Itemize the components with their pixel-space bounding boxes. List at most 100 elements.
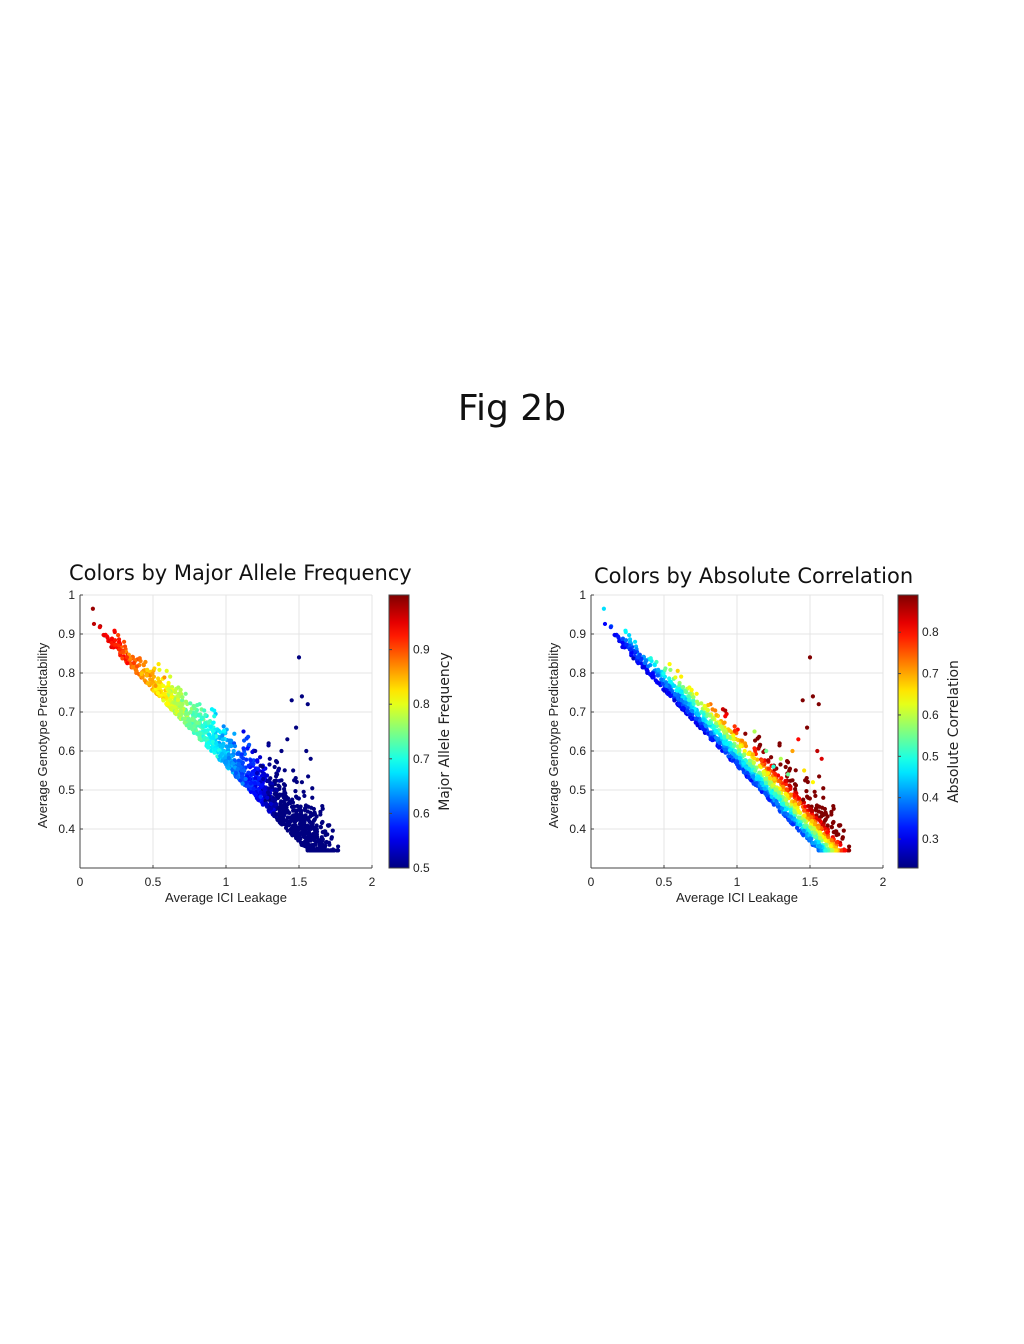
scatter-point xyxy=(295,812,300,817)
scatter-point xyxy=(306,817,311,823)
scatter-point xyxy=(190,717,195,723)
scatter-point xyxy=(302,808,308,813)
scatter-point xyxy=(752,756,757,761)
scatter-point xyxy=(137,656,142,661)
scatter-point xyxy=(282,802,287,807)
scatter-point xyxy=(256,776,262,781)
scatter-point xyxy=(667,661,672,667)
scatter-point xyxy=(787,768,792,773)
scatter-point xyxy=(177,712,182,717)
scatter-point xyxy=(778,762,783,767)
scatter-point xyxy=(291,824,297,829)
scatter-point xyxy=(282,768,287,773)
scatter-point xyxy=(323,840,328,845)
scatter-point xyxy=(813,793,818,798)
scatter-point xyxy=(304,748,309,754)
scatter-point xyxy=(308,848,313,853)
scatter-point xyxy=(636,661,641,666)
scatter-point xyxy=(783,764,788,770)
scatter-point xyxy=(706,720,711,725)
scatter-point xyxy=(757,763,762,768)
scatter-points xyxy=(601,606,852,853)
scatter-point xyxy=(241,738,247,743)
scatter-point xyxy=(235,774,240,780)
scatter-point xyxy=(212,747,217,752)
scatter-point xyxy=(285,737,290,742)
scatter-point xyxy=(771,776,777,782)
scatter-point xyxy=(184,711,189,716)
scatter-point xyxy=(265,795,270,800)
scatter-point xyxy=(195,720,200,725)
colorbar xyxy=(897,594,919,869)
scatter-point xyxy=(792,808,797,813)
scatter-point xyxy=(180,694,185,700)
y-tick-label: 1 xyxy=(68,588,75,602)
scatter-point xyxy=(763,780,768,786)
scatter-point xyxy=(248,789,253,795)
scatter-point xyxy=(306,804,311,809)
scatter-point xyxy=(156,676,161,681)
scatter-point xyxy=(267,762,272,767)
scatter-point xyxy=(274,812,279,817)
scatter-point xyxy=(198,736,203,741)
scatter-point xyxy=(97,624,102,630)
scatter-point xyxy=(191,703,196,709)
scatter-point xyxy=(663,666,668,671)
scatter-point xyxy=(211,720,216,725)
scatter-point xyxy=(273,787,278,792)
scatter-point xyxy=(226,755,231,761)
scatter-point xyxy=(240,781,245,786)
scatter-point xyxy=(747,758,752,763)
scatter-point xyxy=(212,708,217,713)
scatter-point xyxy=(680,705,686,711)
scatter-point xyxy=(196,713,202,718)
scatter-point xyxy=(717,745,722,750)
scatter-point xyxy=(767,797,772,802)
y-tick-label: 0.7 xyxy=(58,705,75,719)
scatter-point xyxy=(253,748,258,754)
scatter-point xyxy=(803,804,808,809)
scatter-point xyxy=(165,701,171,706)
scatter-point xyxy=(297,806,302,812)
scatter-point xyxy=(656,667,661,672)
scatter-point xyxy=(223,755,228,760)
scatter-point xyxy=(815,748,820,754)
colorbar-tick-label: 0.8 xyxy=(413,697,430,711)
scatter-point xyxy=(131,660,136,666)
scatter-point xyxy=(786,772,791,777)
scatter-point xyxy=(182,720,187,725)
scatter-point xyxy=(689,687,694,692)
scatter-point xyxy=(839,848,844,853)
scatter-point xyxy=(705,731,711,736)
scatter-point xyxy=(796,801,802,807)
scatter-point xyxy=(713,721,719,726)
scatter-point xyxy=(153,683,158,688)
y-tick-label: 0.8 xyxy=(58,666,75,680)
scatter-point xyxy=(790,778,795,783)
y-tick-label: 0.6 xyxy=(569,744,586,758)
scatter-point xyxy=(652,662,657,667)
scatter-point xyxy=(796,815,801,820)
scatter-point xyxy=(319,848,324,853)
scatter-point xyxy=(773,771,778,777)
scatter-point xyxy=(834,832,839,838)
scatter-point xyxy=(776,790,782,795)
scatter-point xyxy=(246,763,251,768)
scatter-point xyxy=(268,801,274,807)
scatter-point xyxy=(298,815,303,820)
y-tick-label: 1 xyxy=(579,588,586,602)
scatter-point xyxy=(698,721,703,726)
scatter-point xyxy=(317,843,322,849)
scatter-point xyxy=(788,814,793,819)
colorbar-label: Absolute Correlation xyxy=(946,660,962,803)
x-tick-label: 1 xyxy=(734,875,741,889)
scatter-point xyxy=(296,655,302,660)
scatter-point xyxy=(233,771,239,776)
scatter-point xyxy=(236,758,241,763)
scatter-point xyxy=(326,823,331,828)
y-tick-label: 0.6 xyxy=(58,744,75,758)
x-tick-label: 1.5 xyxy=(291,875,308,889)
scatter-point xyxy=(758,742,763,747)
scatter-point xyxy=(281,786,287,792)
scatter-point xyxy=(272,797,278,802)
